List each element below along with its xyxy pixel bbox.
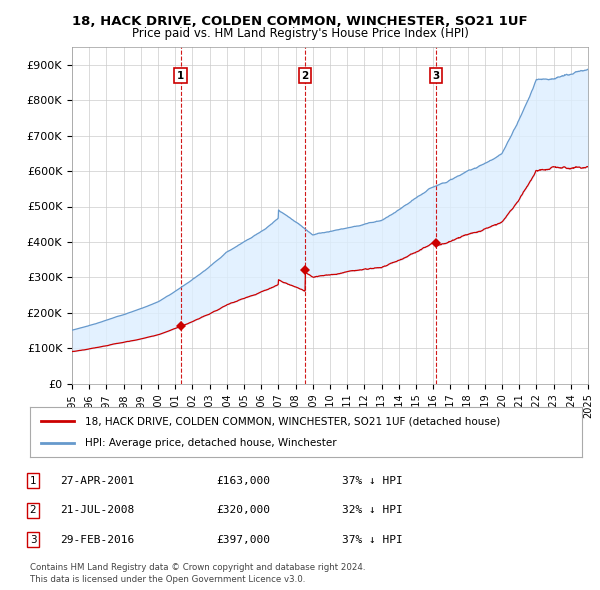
Text: HPI: Average price, detached house, Winchester: HPI: Average price, detached house, Winc… — [85, 438, 337, 448]
Text: 32% ↓ HPI: 32% ↓ HPI — [342, 506, 403, 515]
Text: 1: 1 — [29, 476, 37, 486]
Text: 3: 3 — [29, 535, 37, 545]
Text: Contains HM Land Registry data © Crown copyright and database right 2024.: Contains HM Land Registry data © Crown c… — [30, 563, 365, 572]
Text: 29-FEB-2016: 29-FEB-2016 — [60, 535, 134, 545]
Text: 21-JUL-2008: 21-JUL-2008 — [60, 506, 134, 515]
Text: £163,000: £163,000 — [216, 476, 270, 486]
Text: 2: 2 — [301, 71, 308, 80]
Text: 1: 1 — [177, 71, 184, 80]
Text: 2: 2 — [29, 506, 37, 515]
Text: 37% ↓ HPI: 37% ↓ HPI — [342, 476, 403, 486]
Text: This data is licensed under the Open Government Licence v3.0.: This data is licensed under the Open Gov… — [30, 575, 305, 584]
Text: £397,000: £397,000 — [216, 535, 270, 545]
Text: 18, HACK DRIVE, COLDEN COMMON, WINCHESTER, SO21 1UF (detached house): 18, HACK DRIVE, COLDEN COMMON, WINCHESTE… — [85, 416, 500, 426]
Text: Price paid vs. HM Land Registry's House Price Index (HPI): Price paid vs. HM Land Registry's House … — [131, 27, 469, 40]
Text: 18, HACK DRIVE, COLDEN COMMON, WINCHESTER, SO21 1UF: 18, HACK DRIVE, COLDEN COMMON, WINCHESTE… — [72, 15, 528, 28]
Text: 37% ↓ HPI: 37% ↓ HPI — [342, 535, 403, 545]
Text: 3: 3 — [433, 71, 440, 80]
Text: 27-APR-2001: 27-APR-2001 — [60, 476, 134, 486]
Text: £320,000: £320,000 — [216, 506, 270, 515]
